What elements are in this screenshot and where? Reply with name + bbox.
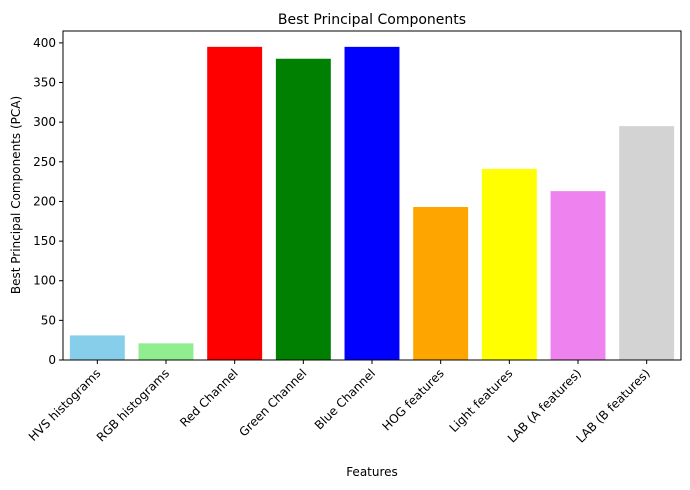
y-tick-label: 200	[33, 194, 56, 208]
y-tick-label: 150	[33, 234, 56, 248]
bar	[344, 46, 400, 361]
bar	[413, 207, 469, 360]
bar	[138, 343, 194, 360]
x-tick-label: LAB (A features)	[505, 366, 584, 445]
bar	[481, 168, 537, 360]
bar	[207, 46, 263, 361]
y-axis-label: Best Principal Components (PCA)	[9, 96, 23, 294]
chart-title: Best Principal Components	[278, 12, 466, 28]
y-axis: 0 50 100 150 200 250 300 350 400	[33, 36, 63, 367]
y-tick-label: 100	[33, 274, 56, 288]
bar	[619, 126, 675, 360]
x-tick-label: Green Channel	[236, 366, 309, 439]
x-tick-label: LAB (B features)	[573, 366, 652, 445]
y-tick-label: 400	[33, 36, 56, 50]
y-tick-label: 250	[33, 155, 56, 169]
plot-frame	[62, 30, 682, 361]
x-tick-label: RGB histograms	[94, 366, 172, 444]
y-tick-label: 0	[48, 353, 56, 367]
x-axis-label: Features	[346, 465, 398, 479]
bar	[275, 58, 331, 360]
x-tick-label: Blue Channel	[312, 366, 378, 432]
y-tick-label: 50	[41, 313, 56, 327]
y-tick-label: 300	[33, 115, 56, 129]
bars-group	[69, 46, 675, 361]
x-tick-label: HOG features	[379, 366, 446, 433]
x-tick-label: Red Channel	[177, 366, 241, 430]
bar	[69, 335, 125, 360]
y-tick-label: 350	[33, 76, 56, 90]
x-tick-label: Light features	[447, 366, 516, 435]
bar	[550, 191, 606, 360]
x-tick-label: HVS histograms	[26, 366, 104, 444]
